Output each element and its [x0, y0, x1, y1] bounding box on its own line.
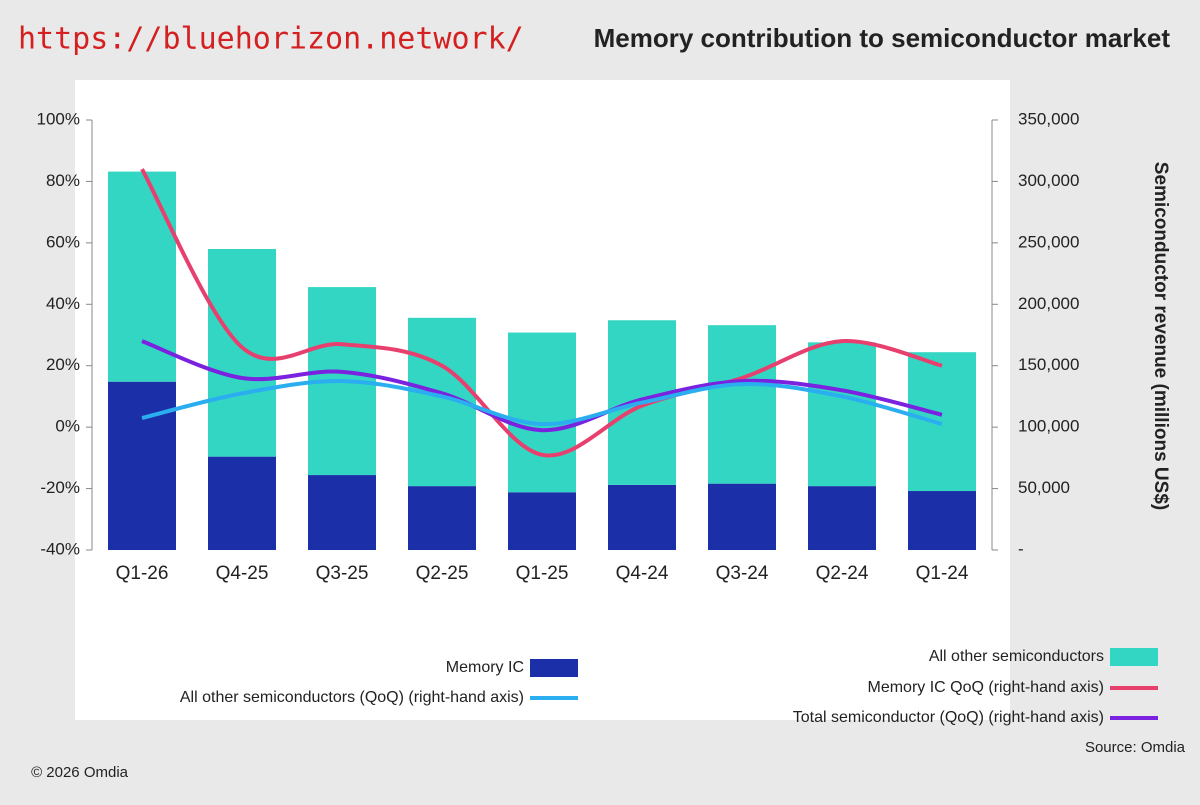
y-tick-label: 200,000 — [1018, 294, 1079, 313]
line — [141, 379, 943, 427]
y2-tick-label: 100% — [37, 109, 80, 128]
y-tick-label: 150,000 — [1018, 355, 1079, 374]
y-tick-label: 350,000 — [1018, 109, 1079, 128]
bar — [408, 486, 476, 550]
bar — [508, 332, 576, 493]
y2-tick-label: -20% — [40, 478, 80, 497]
x-tick-label: Q1-25 — [516, 563, 569, 584]
bar — [908, 491, 976, 550]
y-tick-label: 300,000 — [1018, 171, 1079, 190]
line — [140, 168, 943, 458]
x-tick-label: Q1-26 — [116, 563, 169, 584]
bar — [208, 249, 276, 457]
bar — [108, 381, 176, 550]
legend-label: All other semiconductors (QoQ) (right-ha… — [180, 689, 524, 706]
legend-label: Memory IC QoQ (right-hand axis) — [867, 679, 1104, 696]
bar — [708, 483, 776, 550]
y2-tick-label: -40% — [40, 539, 80, 558]
legend-label: Total semiconductor (QoQ) (right-hand ax… — [793, 709, 1104, 726]
bar — [308, 475, 376, 550]
legend-label: All other semiconductors — [929, 648, 1104, 665]
y2-tick-label: 80% — [46, 171, 80, 190]
bar — [508, 492, 576, 550]
x-tick-label: Q2-24 — [816, 563, 869, 584]
source: Source: Omdia — [1085, 739, 1186, 756]
y2-tick-label: 0% — [55, 417, 80, 436]
bar — [708, 325, 776, 484]
y2-tick-label: 20% — [46, 355, 80, 374]
copyright: © 2026 Omdia — [31, 764, 129, 781]
bar — [908, 352, 976, 492]
legend-swatch — [1110, 648, 1158, 666]
line — [141, 339, 943, 433]
y2-tick-label: 60% — [46, 232, 80, 251]
watermark-url: https://bluehorizon.network/ — [18, 22, 524, 57]
x-tick-label: Q2-25 — [416, 563, 469, 584]
y-tick-label: - — [1018, 539, 1024, 558]
x-tick-label: Q3-24 — [716, 563, 769, 584]
y-tick-label: 50,000 — [1018, 478, 1070, 497]
y-axis-title: Semiconductor revenue (millions US$) — [1150, 162, 1171, 510]
bar — [108, 171, 176, 382]
bar — [808, 486, 876, 550]
bar — [208, 456, 276, 550]
x-tick-label: Q1-24 — [916, 563, 969, 584]
legend-swatch — [530, 659, 578, 677]
x-tick-label: Q4-25 — [216, 563, 269, 584]
chart-title: Memory contribution to semiconductor mar… — [594, 23, 1171, 53]
legend-label: Memory IC — [446, 659, 524, 676]
bar — [608, 484, 676, 550]
x-tick-label: Q3-25 — [316, 563, 369, 584]
y-tick-label: 250,000 — [1018, 232, 1079, 251]
bar — [808, 342, 876, 487]
x-tick-label: Q4-24 — [616, 563, 669, 584]
y-tick-label: 100,000 — [1018, 417, 1079, 436]
y2-tick-label: 40% — [46, 294, 80, 313]
